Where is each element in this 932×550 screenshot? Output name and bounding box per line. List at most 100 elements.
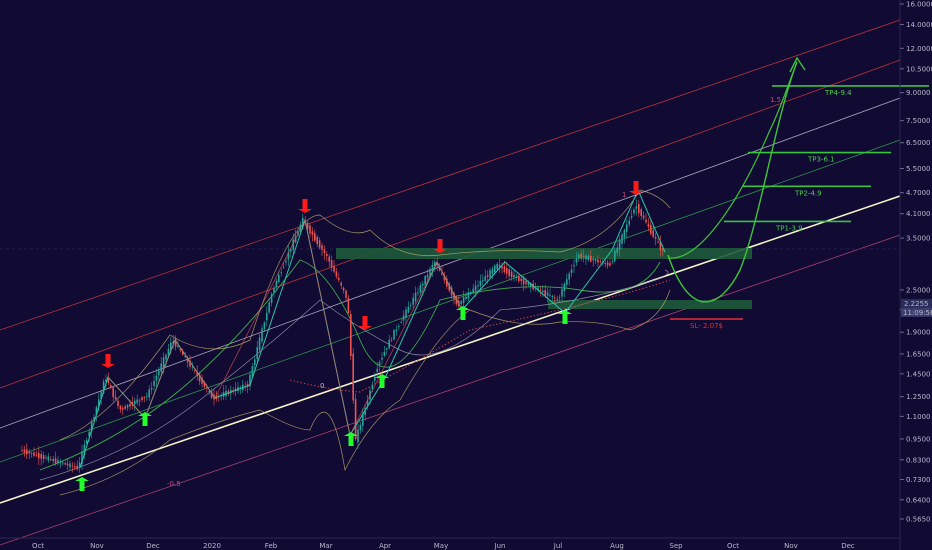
time-tick-label: Sep [669, 542, 683, 550]
candle-body [522, 278, 525, 285]
candle-body [563, 283, 566, 292]
candle-body [273, 287, 275, 293]
bollinger-lower-band [59, 289, 671, 496]
candle-body [482, 280, 484, 282]
candle-body [292, 239, 294, 251]
candle-body [148, 389, 150, 398]
resistance-zone [336, 248, 752, 259]
sell-arrow-icon [101, 354, 115, 368]
candle-body [350, 313, 352, 357]
candle-body [474, 285, 477, 291]
candle-body [484, 276, 486, 281]
signal-arrows [75, 181, 643, 491]
candle-body [306, 222, 309, 229]
candle-body [249, 374, 251, 387]
candle-body [378, 362, 381, 366]
candle-body [201, 377, 203, 384]
price-tick-label: 0.5650 [906, 516, 931, 524]
time-tick-label: 2020 [203, 542, 221, 550]
candle-body [98, 399, 100, 407]
candle-body [122, 408, 124, 410]
candle-body [124, 406, 126, 409]
last-price-label: 2.2255 [904, 300, 929, 308]
candle-body [186, 357, 189, 363]
candle-body [366, 400, 369, 406]
candle-body [362, 413, 364, 426]
candle-body [393, 330, 395, 340]
candle-body [210, 391, 213, 398]
candle-body [172, 341, 174, 344]
candle-body [554, 297, 556, 299]
candle-body [107, 378, 110, 383]
candle-body [309, 225, 311, 234]
candle-body [515, 276, 518, 279]
candle-body [318, 240, 321, 248]
last-price-box [901, 298, 932, 308]
candle-body [54, 458, 57, 464]
candle-body [470, 291, 472, 295]
time-tick-label: Dec [841, 542, 855, 550]
take-profit-label: TP4-9.4 [824, 89, 852, 97]
candle-body [582, 255, 585, 258]
candle-body [402, 315, 405, 321]
candle-body [386, 348, 388, 350]
candle-body [431, 264, 434, 272]
candle-body [376, 368, 378, 373]
candle-body [143, 397, 146, 398]
candle-body [280, 272, 282, 274]
candle-body [338, 277, 340, 281]
candle-body [647, 223, 650, 227]
candle-body [69, 463, 71, 468]
channel-line [0, 139, 901, 463]
dotted-moving-average [289, 279, 671, 393]
candle-body [74, 466, 76, 468]
candle-body [282, 266, 285, 268]
candle-body [206, 387, 208, 389]
candle-body [141, 397, 143, 401]
candle-body [486, 275, 489, 278]
projection-path [667, 56, 806, 303]
candle-body [335, 271, 338, 277]
support-zone [548, 300, 752, 309]
time-tick-label: Apr [379, 542, 391, 550]
buy-arrow-icon [456, 306, 470, 320]
candle-body [585, 255, 587, 260]
candle-body [566, 279, 568, 285]
price-tick-label: 7.5000 [906, 117, 931, 125]
candle-body [189, 360, 191, 367]
candle-body [498, 264, 501, 268]
candle-body [388, 339, 390, 349]
candle-body [606, 262, 609, 266]
zigzag-down-line [107, 218, 463, 437]
candle-body [57, 459, 59, 464]
candle-body [254, 359, 256, 365]
candle-body [345, 290, 347, 298]
price-tick-label: 4.7000 [906, 189, 931, 197]
candle-body [105, 379, 107, 382]
candle-body [290, 249, 292, 252]
buy-arrow-icon [138, 412, 152, 426]
candle-body [465, 296, 467, 300]
candle-body [208, 391, 210, 392]
candle-body [638, 203, 640, 214]
time-tick-label: Nov [90, 542, 104, 550]
moving-average-line [39, 269, 669, 481]
candle-body [33, 452, 35, 456]
candle-body [618, 239, 621, 250]
candle-body [573, 265, 575, 267]
fib-level-label: 0 [320, 382, 324, 390]
candle-body [347, 297, 350, 313]
candle-body [443, 275, 446, 281]
candle-body [28, 451, 30, 454]
candle-body [446, 278, 448, 287]
candle-body [419, 285, 422, 293]
price-tick-label: 1.2500 [906, 393, 931, 401]
time-axis: Oct Nov Dec 2020 Feb Mar Apr May Jun Jul Aug Sep Oct… [0, 537, 900, 550]
candle-body [422, 283, 424, 286]
candle-body [580, 253, 582, 258]
candle-body [654, 236, 657, 239]
candle-body [93, 417, 95, 421]
candle-body [285, 260, 287, 263]
candle-body [556, 298, 558, 300]
